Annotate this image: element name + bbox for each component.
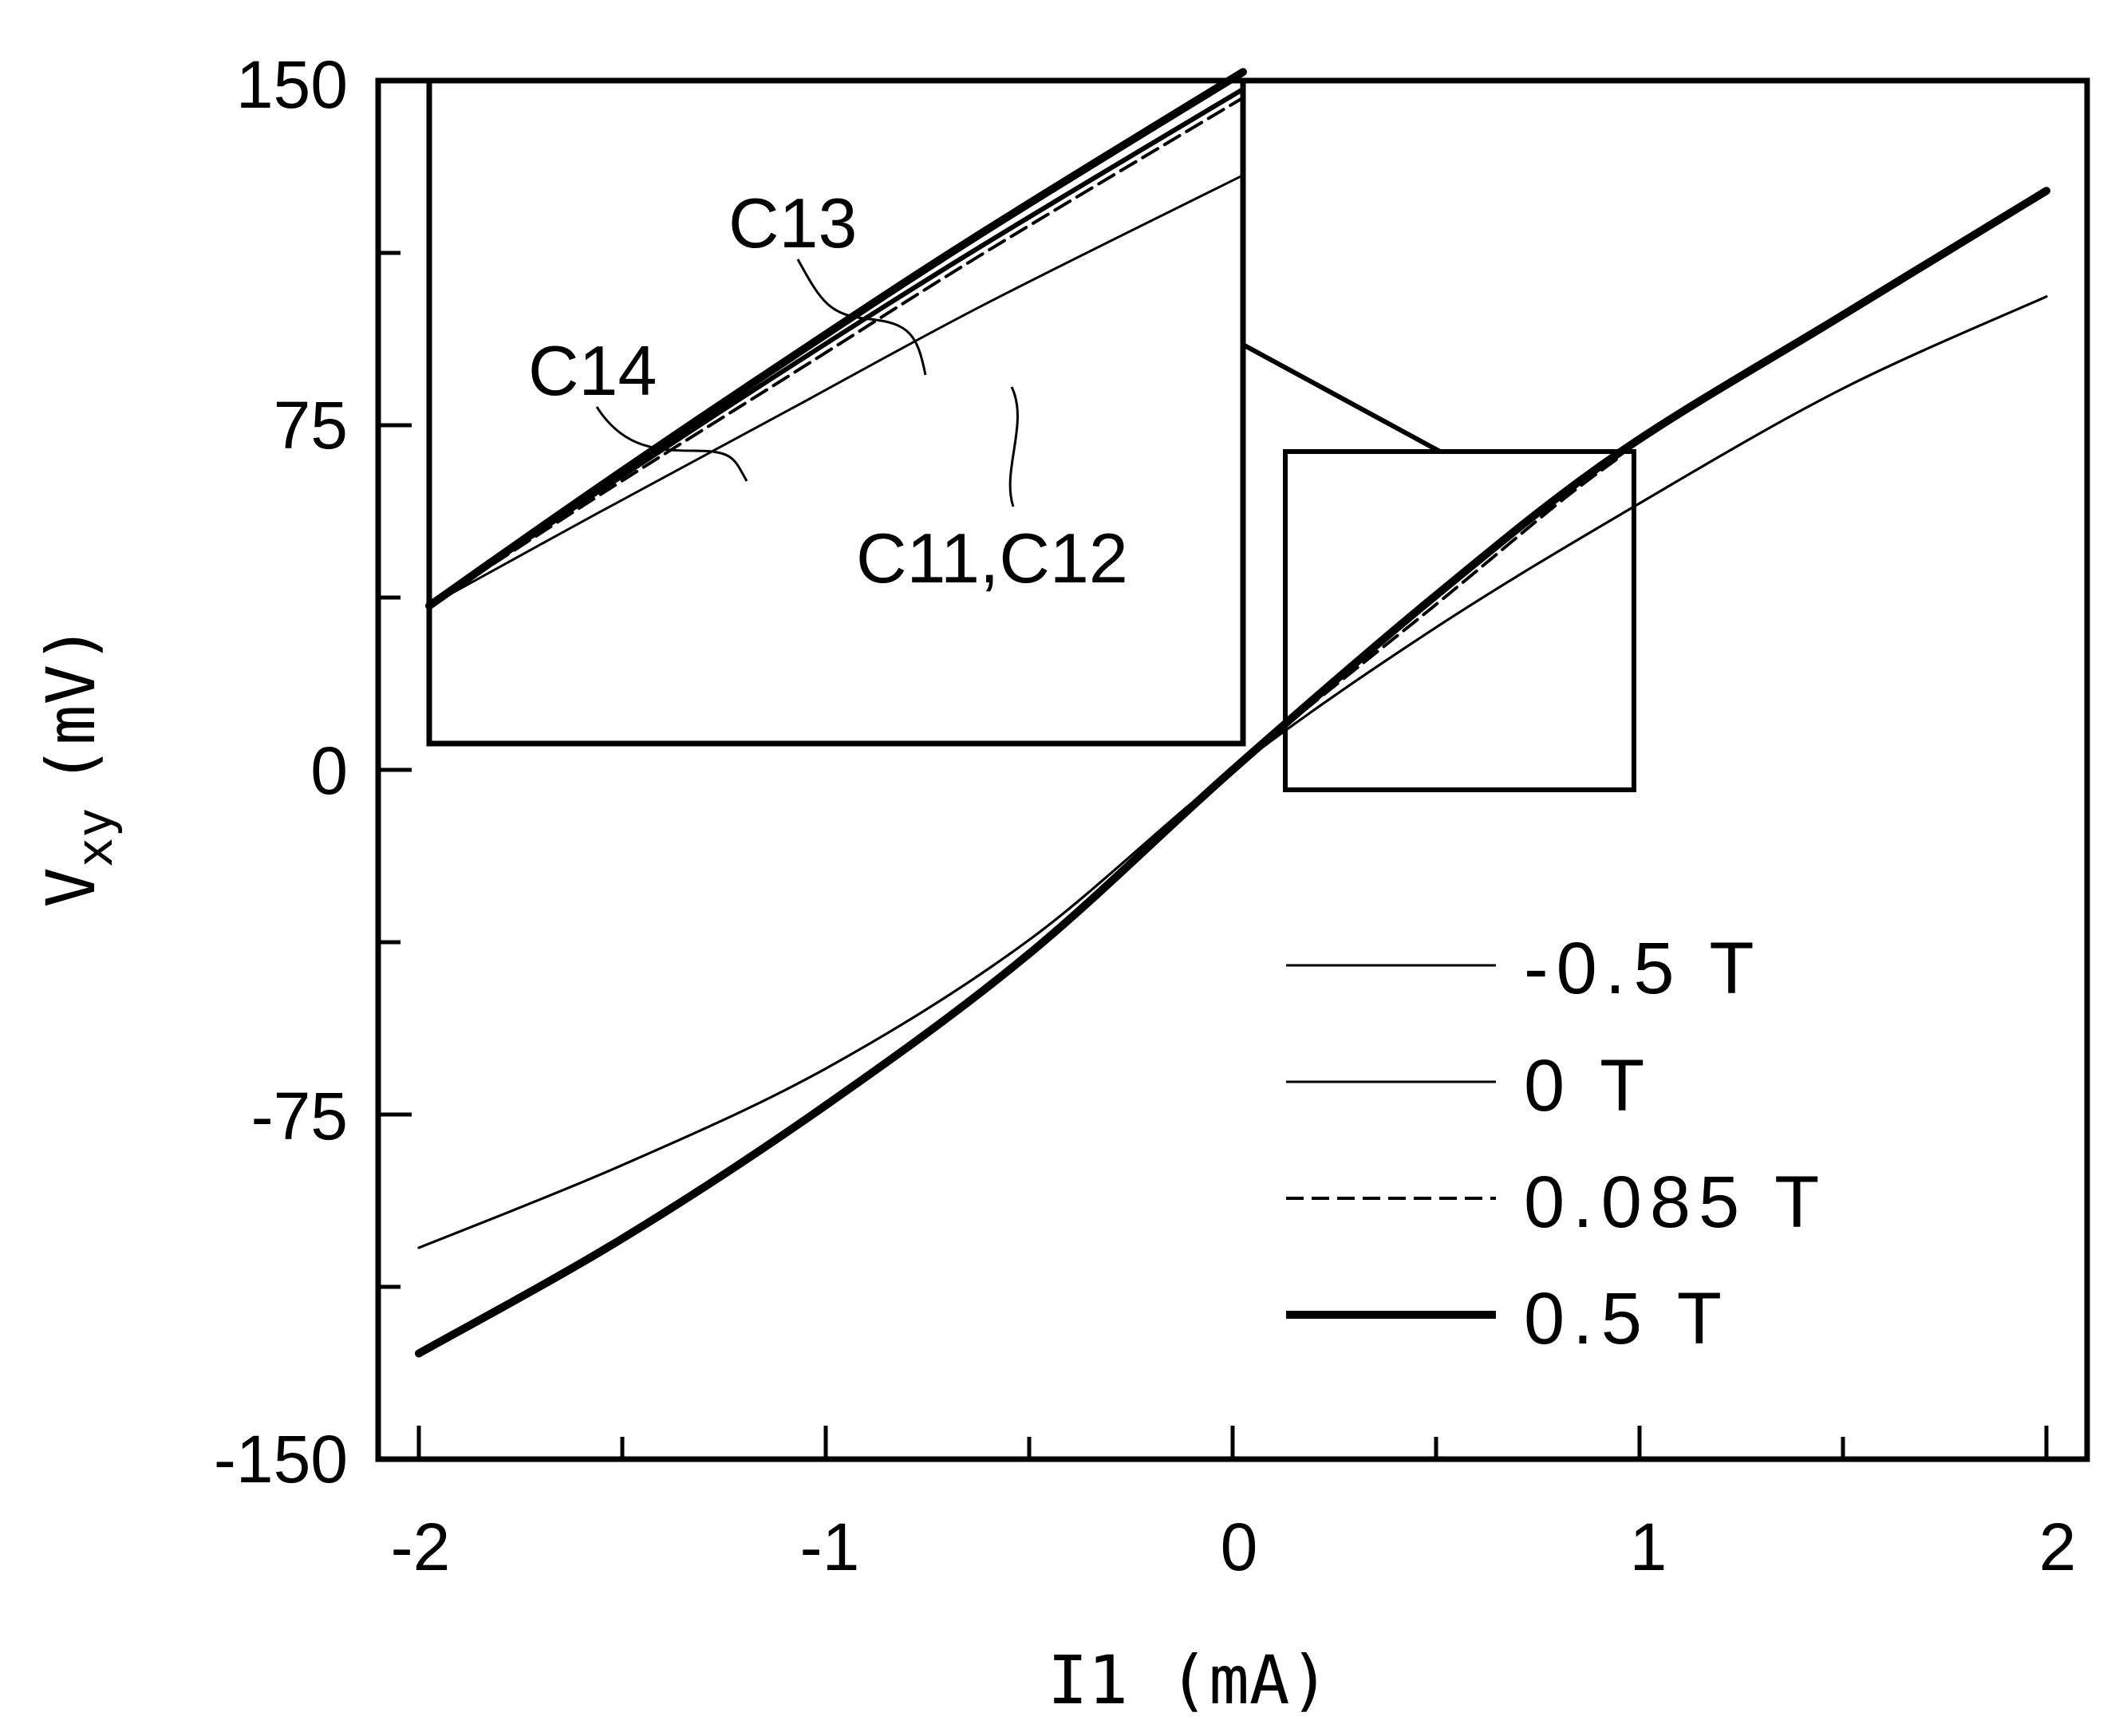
legend-label-0.5T: 0.5 T — [1524, 1278, 1730, 1359]
inset-series-0.085-T — [428, 96, 1245, 608]
inset-curves — [425, 68, 1247, 610]
legend-label-0.085T: 0.085 T — [1524, 1162, 1827, 1243]
x-tick-label-neg2: -2 — [391, 1509, 451, 1584]
zoom-region-box — [1283, 449, 1636, 792]
callout-c14-leader — [595, 406, 748, 482]
x-axis-title: I1 (mA) — [1048, 1641, 1330, 1719]
legend-label-neg0.5T: -0.5 T — [1524, 928, 1762, 1009]
legend-label-0T: 0 T — [1524, 1045, 1652, 1126]
inset-background — [429, 81, 1243, 744]
x-tick-label-1: 1 — [1630, 1509, 1667, 1584]
x-tick-label-0: 0 — [1221, 1509, 1258, 1584]
y-axis-title-subscript: xy — [65, 808, 124, 868]
callout-c11-c12-leader — [1008, 386, 1019, 507]
zoom-connector — [1241, 342, 1442, 454]
legend: -0.5 T 0 T 0.085 T 0.5 T — [1286, 928, 1827, 1359]
x-tick-label-neg1: -1 — [800, 1509, 860, 1584]
inset-series-C14 — [425, 68, 1247, 610]
main-curves — [415, 187, 2050, 1358]
y-tick-label-0: 0 — [310, 733, 348, 808]
inset-series-C11-C12 — [428, 174, 1245, 607]
y-tick-label-75: 75 — [274, 388, 348, 463]
y-axis-title-symbol: V — [32, 867, 110, 908]
y-tick-label-neg150: -150 — [214, 1422, 348, 1497]
inset-frame — [426, 77, 1246, 747]
main-series-0.5-T — [415, 187, 2050, 1358]
callout-c14: C14 — [528, 331, 657, 410]
y-axis-title: Vxy (mV) — [32, 624, 124, 908]
callout-c11-c12: C11,C12 — [856, 519, 1128, 598]
y-axis-title-unit: (mV) — [32, 624, 110, 785]
callout-c13-leader — [796, 258, 927, 376]
y-tick-label-neg75: -75 — [251, 1079, 348, 1154]
callout-c13: C13 — [728, 183, 857, 262]
x-tick-label-2: 2 — [2039, 1509, 2077, 1584]
y-tick-label-150: 150 — [236, 47, 348, 122]
